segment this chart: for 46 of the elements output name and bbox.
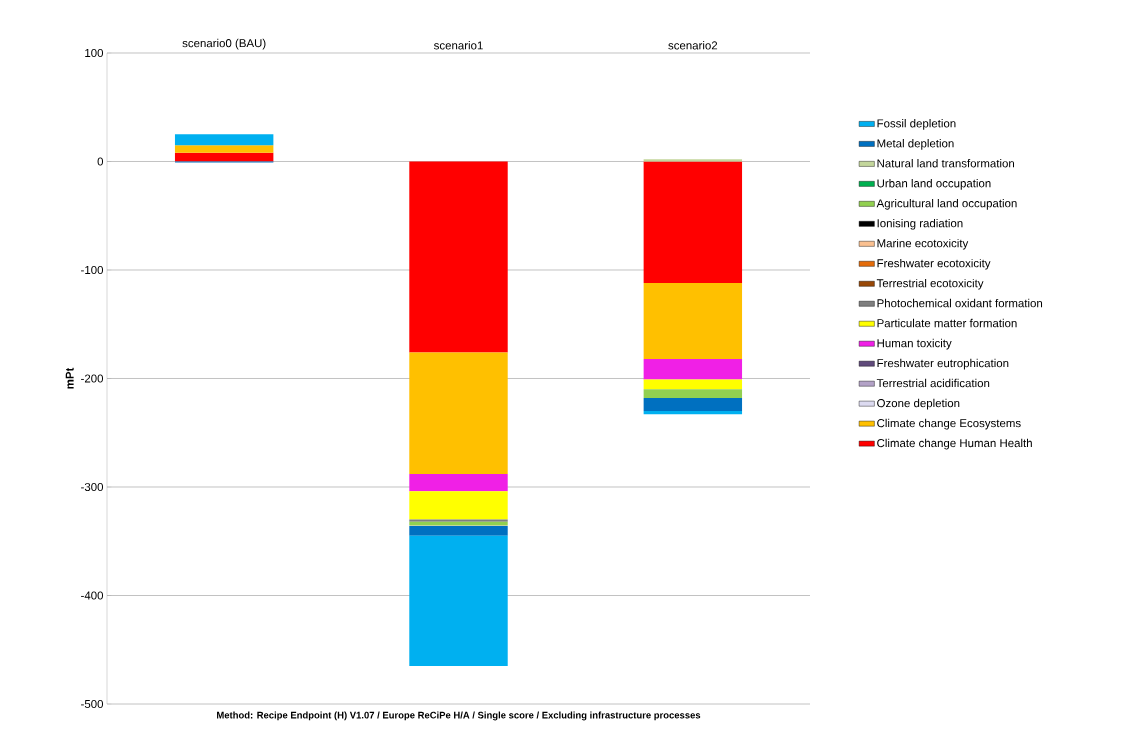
text: Method: Recipe Endpoint (H) V1.07 / Europe ReCiPe H/A / Single score / Excluding infrastructure processes [217,711,701,721]
bar [643,159,743,162]
bar [643,379,743,390]
y-tick-label: -100 [81,265,104,275]
legend-label: Freshwater eutrophication [877,358,1009,370]
bar [409,491,508,520]
legend-label: Particulate matter formation [877,318,1017,328]
legend-label: Natural land transformation [877,159,1015,168]
y-axis-title: mPt [65,367,74,389]
legend-label: Agricultural land occupation [876,198,1017,210]
y-tick-label: -400 [81,591,104,600]
y-tick-label: 0 [97,157,104,166]
bar [409,535,508,667]
bar [643,358,743,380]
x-tick-label: scenario0 (BAU) [182,38,266,50]
legend-label: Marine ecotoxicity [877,238,969,250]
legend-label: Climate change Ecosystems [877,418,1021,430]
legend-label: Photochemical oxidant formation [877,298,1043,308]
legend-label: Human toxicity [877,338,952,350]
bar [643,283,743,359]
bar [409,473,508,492]
y-tick-label: -300 [81,482,104,492]
legend-label: Terrestrial acidification [876,378,990,388]
bar [174,152,274,162]
legend-label: Ozone depletion [877,398,960,410]
legend-label: Fossil depletion [877,119,956,130]
y-tick-label: 100 [85,48,104,58]
bar [409,526,508,536]
legend-label: Freshwater ecotoxicity [877,258,991,270]
bar [174,134,274,146]
legend-label: Climate change Human Health [877,438,1032,450]
bar [643,411,743,415]
y-tick-label: -200 [81,374,104,383]
legend-label: Ionising radiation [877,218,963,230]
bar [409,352,508,474]
bar [409,161,508,353]
y-tick-label: -500 [81,699,104,709]
bar [174,145,274,153]
legend-label: Terrestrial ecotoxicity [876,278,984,290]
x-tick-label: scenario2 [668,41,718,50]
bar [643,398,743,412]
legend-label: Metal depletion [877,139,954,150]
x-tick-label: scenario1 [433,41,483,50]
legend-label: Urban land occupation [877,178,991,190]
bar [643,389,743,399]
bar [643,161,743,284]
